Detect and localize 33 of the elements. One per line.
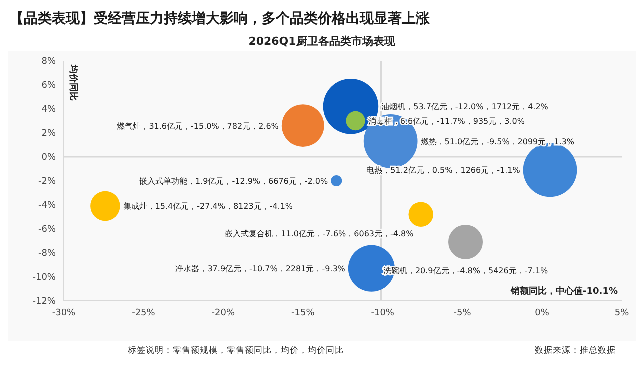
x-tick-label: -30% [52, 308, 76, 318]
x-tick-label: -20% [212, 308, 236, 318]
data-label: 燃气灶，31.6亿元，-15.0%，782元，2.6% [117, 122, 280, 131]
data-label: 燃热，51.0亿元，-9.5%，2099元，1.3% [420, 137, 575, 146]
x-tick-label: -5% [454, 308, 472, 318]
x-tick-label: -25% [132, 308, 156, 318]
y-tick-label: -4% [38, 201, 56, 212]
data-label: 净水器，37.9亿元，-10.7%，2281元，-9.3% [176, 264, 346, 274]
y-tick-label: -12% [32, 297, 56, 308]
text: 标签说明：零售额规模，零售额同比，均价，均价同比 [128, 345, 344, 357]
data-label: 电热，51.2亿元，0.5%，1266元，-1.1% [366, 166, 521, 176]
chart-subtitle: 2026Q1厨卫各品类市场表现 [248, 34, 396, 49]
y-tick-label: -10% [32, 273, 56, 284]
y-tick-label: -6% [38, 225, 56, 236]
y-tick-label: 0% [42, 153, 56, 164]
source-note: 数据来源：推总数据 [535, 345, 616, 357]
data-label: 油烟机，53.7亿元，-12.0%，1712元，4.2% [382, 102, 549, 112]
x-axis-title: 销额同比，中心值-10.1% [511, 285, 618, 298]
y-tick-label: 4% [42, 105, 56, 116]
data-label: 集成灶，15.4亿元，-27.4%，8123元，-4.1% [123, 202, 294, 212]
data-label: 嵌入式单功能，1.9亿元，-12.9%，6676元，-2.0% [140, 177, 328, 186]
y-axis-title: 均价同比 [68, 65, 78, 101]
x-tick-label: 0% [535, 308, 550, 318]
data-label: 嵌入式复合机，11.0亿元，-7.6%，6063元，-4.8% [225, 230, 414, 239]
y-tick-label: 2% [42, 129, 56, 140]
y-tick-label: -2% [38, 177, 56, 188]
y-tick-label: 8% [42, 57, 56, 68]
chart-title: 【品类表现】受经营压力持续增大影响，多个品类价格出现显著上涨 [9, 10, 431, 29]
x-tick-label: 5% [614, 308, 630, 318]
y-tick-label: -8% [38, 249, 56, 260]
x-tick-label: -15% [292, 308, 316, 318]
y-tick-label: 6% [42, 81, 56, 92]
x-tick-label: -10% [371, 308, 395, 318]
